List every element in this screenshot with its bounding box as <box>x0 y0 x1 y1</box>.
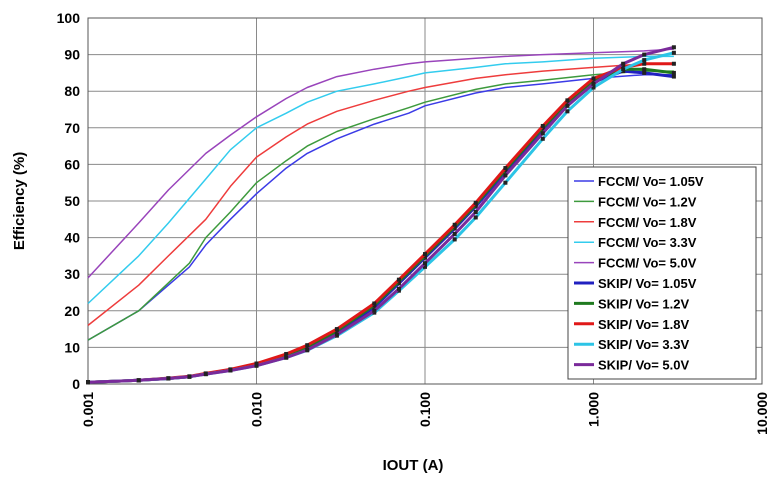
legend-label: SKIP/ Vo= 1.2V <box>598 296 689 311</box>
series-1 <box>87 73 674 341</box>
data-point <box>503 166 508 171</box>
data-point <box>671 45 676 50</box>
series-line <box>87 73 674 341</box>
x-tick-label: 1.000 <box>586 392 602 427</box>
data-point <box>503 180 508 185</box>
data-point <box>372 301 377 306</box>
data-point <box>284 351 289 356</box>
y-tick-label: 70 <box>64 120 80 136</box>
data-point <box>473 200 478 205</box>
legend: FCCM/ Vo= 1.05V FCCM/ Vo= 1.2V FCCM/ Vo= 1… <box>567 166 757 380</box>
legend-label: FCCM/ Vo= 3.3V <box>598 235 697 250</box>
data-point <box>540 131 545 136</box>
x-tick-label: 0.100 <box>417 392 433 427</box>
tick-labels: 0 10 20 30 40 50 60 70 80 90 100 0.001 0.010 0.100 1.0… <box>57 10 767 435</box>
data-point <box>591 81 596 86</box>
series-layer <box>86 45 676 385</box>
data-point <box>166 376 171 381</box>
data-point <box>540 123 545 128</box>
data-point <box>621 67 626 72</box>
data-point <box>671 50 676 55</box>
data-point <box>473 215 478 220</box>
legend-label: SKIP/ Vo= 5.0V <box>598 358 689 373</box>
data-point <box>228 368 233 373</box>
series-2 <box>87 70 674 341</box>
data-point <box>452 237 457 242</box>
data-point <box>187 374 192 379</box>
data-point <box>284 355 289 360</box>
data-point <box>254 361 259 366</box>
legend-label: SKIP/ Vo= 1.8V <box>598 317 689 332</box>
legend-label: FCCM/ Vo= 1.8V <box>598 215 697 230</box>
y-tick-label: 20 <box>64 303 80 319</box>
data-point <box>396 286 401 291</box>
legend-box <box>567 166 757 380</box>
data-point <box>671 74 676 79</box>
data-point <box>671 70 676 75</box>
data-point <box>334 327 339 332</box>
data-point <box>452 222 457 227</box>
data-point <box>565 103 570 108</box>
data-point <box>642 67 647 72</box>
data-point <box>621 61 626 66</box>
data-point <box>503 173 508 178</box>
data-point <box>305 347 310 352</box>
series-3 <box>87 63 674 326</box>
x-tick-label: 0.001 <box>80 392 96 427</box>
data-point <box>642 58 647 63</box>
legend-label: FCCM/ Vo= 5.0V <box>598 256 697 271</box>
y-tick-label: 100 <box>57 10 81 26</box>
series-line <box>87 70 674 341</box>
data-point <box>642 70 647 75</box>
y-tick-label: 30 <box>64 266 80 282</box>
data-point <box>372 308 377 313</box>
y-axis-label: Efficiency (%) <box>11 152 28 250</box>
y-tick-label: 0 <box>72 376 80 392</box>
legend-label: SKIP/ Vo= 1.05V <box>598 276 697 291</box>
series-10 <box>86 45 676 385</box>
y-tick-label: 50 <box>64 193 80 209</box>
plot-area <box>87 17 763 385</box>
legend-label: SKIP/ Vo= 3.3V <box>598 337 689 352</box>
x-tick-label: 0.010 <box>249 392 265 427</box>
data-point <box>591 85 596 90</box>
y-tick-label: 60 <box>64 156 80 172</box>
x-tick-label: 10.000 <box>754 392 767 435</box>
series-4 <box>87 55 674 305</box>
data-point <box>565 98 570 103</box>
data-point <box>396 277 401 282</box>
series-line <box>87 45 675 384</box>
data-point <box>423 252 427 257</box>
y-tick-label: 10 <box>64 339 80 355</box>
data-point <box>136 378 141 383</box>
series-line <box>87 63 674 326</box>
data-point <box>452 231 457 236</box>
data-point <box>642 61 647 66</box>
data-point <box>423 264 427 269</box>
series-line <box>87 55 674 305</box>
y-tick-label: 80 <box>64 83 80 99</box>
data-point <box>305 343 310 348</box>
y-tick-label: 40 <box>64 230 80 246</box>
y-tick-label: 90 <box>64 47 80 63</box>
legend-label: FCCM/ Vo= 1.05V <box>598 174 704 189</box>
data-point <box>591 76 596 81</box>
data-point <box>671 61 676 66</box>
data-point <box>86 380 90 385</box>
data-point <box>334 332 339 337</box>
x-axis-label: IOUT (A) <box>383 457 444 474</box>
data-point <box>254 363 259 368</box>
data-point <box>423 261 427 266</box>
data-point <box>540 136 545 141</box>
series-5 <box>87 48 674 279</box>
series-line <box>87 48 674 279</box>
data-point <box>203 372 208 377</box>
data-point <box>642 52 647 57</box>
data-point <box>565 109 570 114</box>
legend-label: FCCM/ Vo= 1.2V <box>598 194 697 209</box>
data-point <box>473 209 478 214</box>
